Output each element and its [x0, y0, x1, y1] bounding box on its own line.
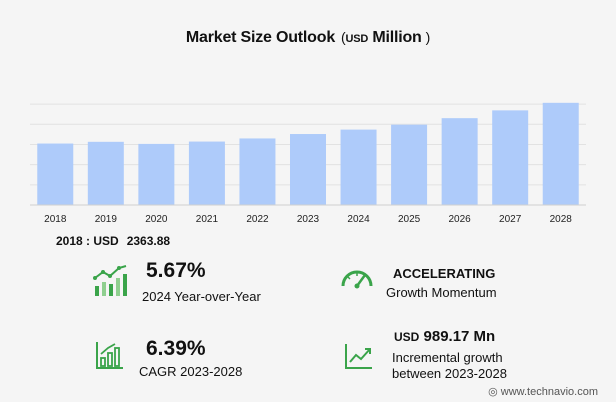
x-tick-label: 2023 [297, 214, 320, 225]
bar-2019 [87, 141, 124, 205]
base-year-value: 2018 : USD 2363.88 [56, 234, 170, 248]
bar-2025 [391, 124, 428, 205]
yoy-label: 2024 Year-over-Year [142, 289, 261, 304]
watermark-text: www.technavio.com [500, 386, 598, 398]
chart-title-text: Market Size Outlook [185, 29, 336, 46]
x-tick-label: 2027 [499, 214, 522, 225]
base-year-number: 2363.88 [126, 234, 171, 248]
bar-2018 [37, 143, 74, 205]
bar-2028 [542, 102, 579, 205]
x-tick-label: 2024 [347, 214, 370, 225]
unit-code: USD [345, 33, 369, 45]
speedometer-icon [341, 270, 373, 289]
bar-growth-icon [96, 342, 123, 369]
incremental-amount: 989.17 Mn [423, 328, 496, 345]
incremental-currency: USD [394, 330, 420, 344]
line-growth-icon [345, 344, 372, 369]
bar-2024 [340, 129, 377, 205]
bar-2023 [290, 134, 326, 205]
x-tick-label: 2020 [145, 214, 168, 225]
bar-chart: 2018 2019 2020 2021 2022 2023 2024 2025 2026 2027… [30, 102, 586, 225]
x-tick-label: 2022 [246, 214, 269, 225]
bar-2022 [239, 138, 276, 205]
chart-title: Market Size Outlook (USD Million) [0, 29, 616, 47]
bar-2026 [441, 118, 478, 205]
growth-chart-icon [93, 265, 127, 296]
unit-close-paren: ) [425, 29, 431, 45]
x-tick-label: 2021 [196, 214, 219, 225]
x-tick-label: 2019 [95, 214, 118, 225]
watermark: ◎ www.technavio.com [488, 385, 598, 398]
base-year-label: 2018 : USD [56, 234, 119, 248]
bar-2021 [188, 141, 225, 205]
incremental-label-2: between 2023-2028 [392, 366, 507, 381]
x-tick-label: 2018 [44, 214, 67, 225]
globe-icon: ◎ [488, 386, 498, 398]
x-tick-label: 2025 [398, 214, 421, 225]
cagr-label: CAGR 2023-2028 [139, 364, 243, 379]
bar-2027 [492, 110, 529, 205]
x-tick-label: 2028 [550, 214, 573, 225]
momentum-value: ACCELERATING [393, 266, 496, 281]
unit-word: Million [372, 29, 422, 46]
bar-2020 [138, 143, 175, 205]
x-tick-label: 2026 [449, 214, 472, 225]
incremental-label-1: Incremental growth [392, 350, 503, 365]
cagr-value: 6.39% [146, 337, 206, 360]
incremental-value: USD 989.17 Mn [394, 328, 495, 345]
momentum-label: Growth Momentum [386, 285, 497, 300]
unit-open-paren: ( [341, 29, 346, 45]
yoy-value: 5.67% [146, 259, 206, 282]
